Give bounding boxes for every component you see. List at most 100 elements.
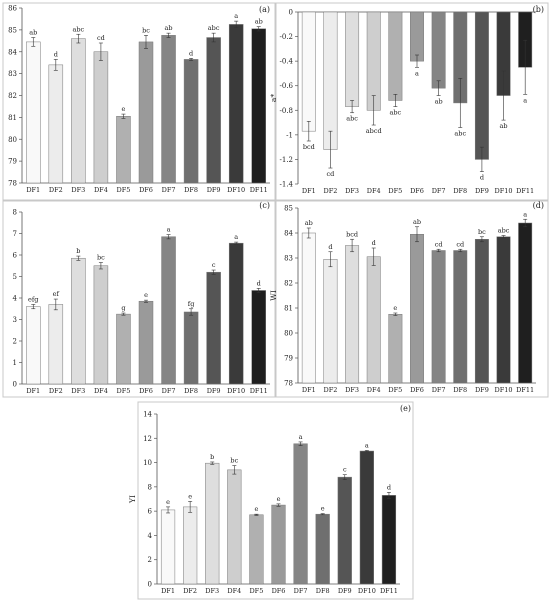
significance-label: e xyxy=(122,105,126,113)
panel-d-frame xyxy=(275,200,549,398)
bar xyxy=(474,11,489,160)
x-tick-label: DF7 xyxy=(162,387,176,395)
significance-label: e xyxy=(277,495,281,503)
x-tick-label: DF11 xyxy=(516,386,534,394)
bar xyxy=(116,313,131,385)
y-tick-label: 0 xyxy=(289,9,293,17)
significance-label: e xyxy=(393,304,397,312)
panel-label: (a) xyxy=(259,5,270,14)
bar xyxy=(206,37,221,184)
significance-label: ab xyxy=(413,218,421,226)
y-tick-label: 5 xyxy=(13,273,17,281)
y-tick-label: 78 xyxy=(8,180,17,188)
y-tick-label: 85 xyxy=(8,26,17,34)
y-tick-label: -0.6 xyxy=(280,82,294,90)
significance-label: ef xyxy=(53,290,60,298)
significance-label: d xyxy=(189,49,193,57)
significance-label: a xyxy=(167,226,171,234)
bar xyxy=(227,469,242,585)
significance-label: e xyxy=(254,505,258,513)
bar xyxy=(345,11,360,107)
x-tick-label: DF6 xyxy=(410,187,424,195)
y-tick-label: 4 xyxy=(13,295,18,303)
panel-d-chart: (d) 78 79 80 81 82 83 84 85 WI ab DF1 d DF2 bcd DF3 d DF4… xyxy=(269,201,544,394)
x-tick-label: DF11 xyxy=(250,387,268,395)
bar xyxy=(301,232,316,384)
x-tick-label: DF10 xyxy=(495,187,513,195)
y-axis-title: L* xyxy=(0,91,2,100)
bar xyxy=(315,513,330,585)
x-tick-label: DF6 xyxy=(410,386,424,394)
x-tick-label: DF2 xyxy=(324,386,338,394)
significance-label: b xyxy=(76,247,80,255)
bar xyxy=(496,236,511,384)
x-tick-label: DF5 xyxy=(388,386,402,394)
panel-label: (d) xyxy=(533,201,544,210)
x-tick-label: DF2 xyxy=(324,187,338,195)
x-tick-label: DF1 xyxy=(302,386,316,394)
y-tick-label: 81 xyxy=(284,305,293,313)
panel-e-frame xyxy=(137,401,414,600)
x-tick-label: DF10 xyxy=(495,386,513,394)
significance-label: a xyxy=(415,69,419,77)
y-tick-label: 80 xyxy=(284,330,293,338)
bar xyxy=(93,51,109,184)
bar xyxy=(205,462,220,585)
x-tick-label: DF11 xyxy=(516,187,534,195)
significance-label: abc xyxy=(454,129,466,137)
x-tick-label: DF3 xyxy=(345,187,359,195)
bar xyxy=(183,311,199,385)
y-tick-label: -0.4 xyxy=(280,58,294,66)
significance-label: abcd xyxy=(366,127,382,135)
significance-label: d xyxy=(54,50,58,58)
significance-label: d xyxy=(387,483,391,491)
bar xyxy=(116,116,131,184)
y-tick-label: 6 xyxy=(13,252,18,260)
bar xyxy=(228,24,244,184)
x-tick-label: DF8 xyxy=(184,387,198,395)
bar xyxy=(388,314,403,384)
y-tick-label: 6 xyxy=(148,508,153,516)
x-tick-label: DF10 xyxy=(227,186,245,194)
bar xyxy=(453,250,468,384)
bar xyxy=(48,64,64,184)
y-tick-label: 10 xyxy=(143,459,152,467)
y-tick-label: 86 xyxy=(8,5,17,13)
bar xyxy=(410,11,424,62)
panel-label: (c) xyxy=(259,201,270,210)
significance-label: d xyxy=(480,174,484,182)
y-tick-label: 82 xyxy=(8,92,17,100)
significance-label: a xyxy=(299,433,303,441)
bar xyxy=(138,300,154,385)
x-tick-label: DF9 xyxy=(207,387,221,395)
x-tick-label: DF5 xyxy=(117,387,131,395)
x-tick-label: DF5 xyxy=(117,186,131,194)
y-tick-label: 0 xyxy=(13,381,17,389)
x-tick-label: DF2 xyxy=(49,387,63,395)
y-tick-label: 8 xyxy=(13,209,17,217)
x-tick-label: DF9 xyxy=(338,587,352,595)
y-tick-label: 8 xyxy=(148,483,152,491)
x-tick-label: DF3 xyxy=(71,387,85,395)
y-tick-label: 79 xyxy=(8,158,17,166)
x-tick-label: DF7 xyxy=(432,386,446,394)
x-tick-label: DF1 xyxy=(26,387,40,395)
x-tick-label: DF10 xyxy=(358,587,376,595)
significance-label: bc xyxy=(97,254,105,262)
significance-label: a xyxy=(234,233,238,241)
bar xyxy=(183,506,198,585)
significance-label: e xyxy=(188,492,192,500)
y-tick-label: 2 xyxy=(13,338,17,346)
x-tick-label: DF9 xyxy=(475,187,489,195)
y-tick-label: 81 xyxy=(8,114,17,122)
x-tick-label: DF1 xyxy=(161,587,175,595)
significance-label: efg xyxy=(28,295,38,303)
bar xyxy=(48,304,64,385)
y-tick-label: -1.2 xyxy=(280,156,294,164)
bar xyxy=(161,35,176,184)
bar xyxy=(323,11,338,150)
bar xyxy=(301,11,316,132)
panel-b-frame xyxy=(275,2,549,201)
y-tick-label: 1 xyxy=(13,359,17,367)
